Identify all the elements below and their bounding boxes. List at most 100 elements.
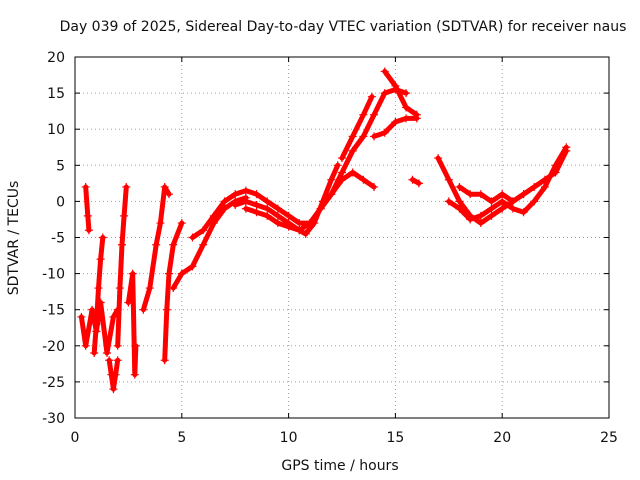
data-point-marker	[160, 182, 169, 191]
x-axis-ticks: 0 5 10 15 20 25	[71, 57, 618, 446]
data-point-marker	[487, 204, 496, 213]
data-point-marker	[103, 349, 112, 358]
data-point-marker	[370, 132, 379, 141]
data-point-marker	[402, 89, 411, 98]
data-series	[77, 67, 571, 394]
series-arc-3	[90, 233, 107, 358]
data-point-marker	[327, 190, 336, 199]
data-point-marker	[508, 204, 517, 213]
data-point-marker	[414, 179, 423, 188]
data-point-marker	[519, 190, 528, 199]
data-point-marker	[498, 197, 507, 206]
series-arc-9	[169, 193, 250, 293]
data-point-marker	[81, 341, 90, 350]
data-point-marker	[359, 110, 368, 119]
data-point-marker	[391, 81, 400, 90]
x-tick-label: 10	[280, 430, 298, 446]
data-point-marker	[169, 240, 178, 249]
data-point-marker	[120, 211, 129, 220]
y-tick-label: -30	[42, 411, 65, 427]
data-point-marker	[122, 182, 131, 191]
data-point-marker	[305, 219, 314, 228]
data-point-marker	[402, 103, 411, 112]
data-point-marker	[412, 114, 421, 123]
data-point-marker	[177, 269, 186, 278]
data-point-marker	[139, 305, 148, 314]
data-point-marker	[111, 370, 120, 379]
series-trace	[83, 184, 92, 233]
data-point-marker	[498, 204, 507, 213]
y-axis-label: SDTVAR / TECUs	[6, 181, 22, 296]
data-point-marker	[115, 284, 124, 293]
data-point-marker	[370, 182, 379, 191]
data-point-marker	[455, 204, 464, 213]
data-point-marker	[295, 219, 304, 228]
data-point-marker	[145, 284, 154, 293]
data-point-marker	[444, 175, 453, 184]
y-tick-label: 0	[56, 194, 65, 210]
series-arc-13	[338, 92, 376, 163]
data-point-marker	[113, 341, 122, 350]
data-point-marker	[284, 211, 293, 220]
data-point-marker	[252, 208, 261, 217]
series-arc-12	[241, 85, 411, 235]
series-trace	[190, 170, 377, 240]
data-point-marker	[81, 182, 90, 191]
x-tick-label: 0	[71, 430, 80, 446]
series-arc-2	[81, 182, 93, 235]
data-point-marker	[348, 168, 357, 177]
data-point-marker	[295, 226, 304, 235]
y-tick-label: 10	[47, 122, 65, 138]
data-point-marker	[540, 182, 549, 191]
data-point-marker	[263, 204, 272, 213]
data-point-marker	[177, 219, 186, 228]
y-tick-label: 5	[56, 158, 65, 174]
data-point-marker	[199, 226, 208, 235]
series-arc-18	[444, 143, 571, 224]
data-point-marker	[380, 128, 389, 137]
data-point-marker	[94, 284, 103, 293]
data-point-marker	[220, 197, 229, 206]
data-point-marker	[455, 197, 464, 206]
data-point-marker	[455, 182, 464, 191]
data-point-marker	[131, 341, 140, 350]
data-point-marker	[476, 190, 485, 199]
data-point-marker	[476, 219, 485, 228]
data-point-marker	[263, 211, 272, 220]
series-arc-15	[370, 114, 421, 141]
x-axis-label: GPS time / hours	[281, 458, 398, 474]
x-tick-label: 5	[177, 430, 186, 446]
data-point-marker	[402, 114, 411, 123]
data-point-marker	[380, 67, 389, 76]
data-point-marker	[530, 182, 539, 191]
data-point-marker	[338, 154, 346, 163]
data-point-marker	[130, 370, 139, 379]
data-point-marker	[348, 132, 357, 141]
y-tick-label: 20	[47, 50, 65, 66]
series-arc-16	[408, 175, 423, 188]
data-point-marker	[156, 219, 165, 228]
data-point-marker	[391, 117, 400, 126]
series-trace	[115, 184, 129, 349]
data-point-marker	[83, 211, 92, 220]
data-point-marker	[359, 132, 368, 141]
data-point-marker	[241, 186, 250, 195]
x-tick-label: 25	[600, 430, 618, 446]
data-point-marker	[241, 197, 250, 206]
data-point-marker	[169, 284, 178, 293]
data-point-marker	[444, 197, 453, 206]
data-point-marker	[241, 204, 250, 213]
series-arc-6	[124, 269, 140, 379]
y-tick-label: 15	[47, 86, 65, 102]
y-tick-label: -20	[42, 339, 65, 355]
data-point-marker	[380, 89, 389, 98]
data-point-marker	[98, 233, 107, 242]
data-point-marker	[263, 197, 272, 206]
series-arc-19	[455, 182, 528, 206]
data-point-marker	[252, 201, 261, 210]
data-point-marker	[92, 320, 101, 329]
data-point-marker	[519, 208, 528, 217]
series-trace	[140, 184, 172, 313]
data-point-marker	[370, 110, 379, 119]
